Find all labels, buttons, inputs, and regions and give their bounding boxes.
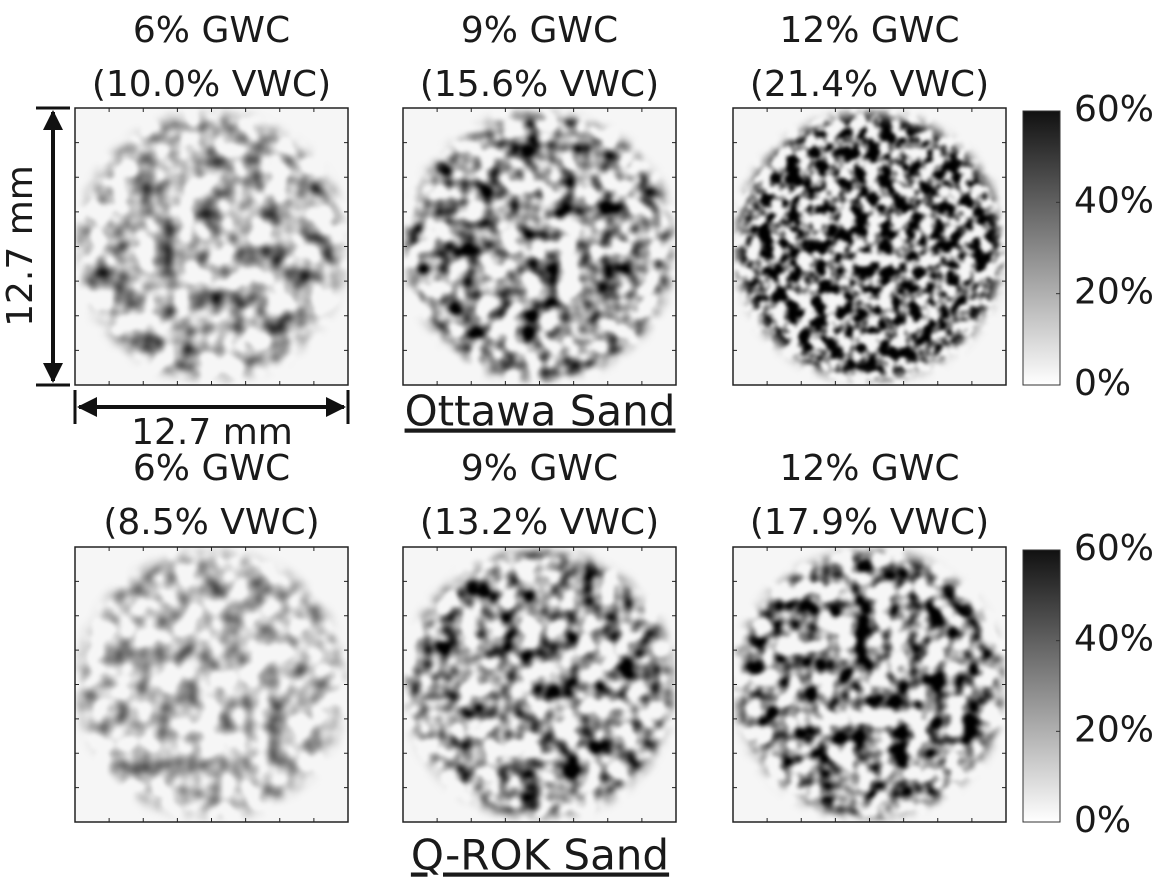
- colorbar-tick-label: 20%: [1074, 272, 1154, 313]
- panel-subtitle: (8.5% VWC): [103, 502, 319, 543]
- panel-title: 6% GWC: [133, 10, 290, 51]
- panel-subtitle: (17.9% VWC): [750, 502, 989, 543]
- panel-title: 12% GWC: [779, 448, 959, 489]
- colorbar-tick-label: 0%: [1074, 363, 1131, 404]
- colorbar: [1023, 111, 1060, 385]
- colorbar: [1023, 550, 1060, 822]
- ct-scan-image: [75, 547, 348, 822]
- ct-scan-image: [733, 547, 1006, 822]
- panel-subtitle: (15.6% VWC): [420, 64, 659, 105]
- colorbar-tick-label: 40%: [1074, 619, 1154, 660]
- colorbar-tick-label: 0%: [1074, 800, 1131, 841]
- colorbar-tick-label: 20%: [1074, 709, 1154, 750]
- panel-subtitle: (21.4% VWC): [750, 64, 989, 105]
- group-label: Q-ROK Sand: [411, 831, 669, 880]
- panel-title: 12% GWC: [779, 10, 959, 51]
- ct-scan-image: [733, 108, 1006, 385]
- panel-title: 9% GWC: [461, 448, 618, 489]
- dimension-vertical: 12.7 mm: [0, 108, 70, 385]
- group-label: Ottawa Sand: [405, 387, 676, 436]
- ct-scan-image: [403, 108, 676, 385]
- dimension-label: 12.7 mm: [0, 165, 41, 327]
- ct-scan-image: [75, 108, 348, 385]
- panel-subtitle: (10.0% VWC): [92, 64, 331, 105]
- dimension-label: 12.7 mm: [131, 412, 293, 453]
- panel-subtitle: (13.2% VWC): [420, 502, 659, 543]
- colorbar-tick-label: 60%: [1074, 89, 1154, 130]
- colorbar-tick-label: 60%: [1074, 528, 1154, 569]
- colorbar-tick-label: 40%: [1074, 180, 1154, 221]
- dimension-horizontal: 12.7 mm: [75, 390, 348, 453]
- ct-scan-image: [403, 547, 676, 822]
- panel-title: 9% GWC: [461, 10, 618, 51]
- figure: 12.7 mm 12.7 mm 6% GWC (10.0% VWC) 9% GWC (…: [0, 0, 1176, 886]
- panel-title: 6% GWC: [133, 448, 290, 489]
- page: 12.7 mm 12.7 mm 6% GWC (10.0% VWC) 9% GWC (…: [0, 0, 1176, 886]
